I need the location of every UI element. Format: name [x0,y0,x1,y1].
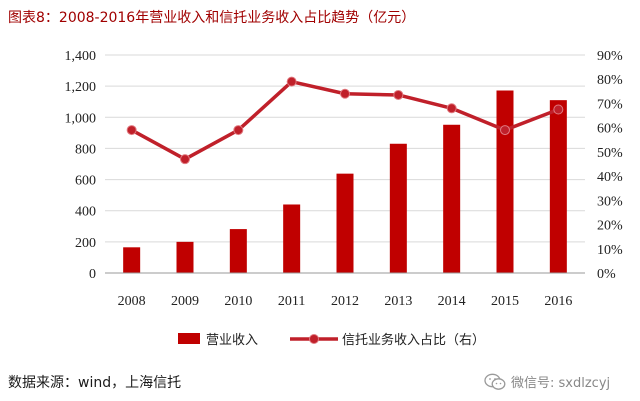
revenue-bar [549,100,567,274]
revenue-bar [283,204,301,273]
share-line [126,76,564,165]
revenue-bar [123,247,141,273]
revenue-bar [389,143,407,273]
left-axis: 0 200 400 600 800 1,000 1,200 1,400 [65,49,97,282]
right-tick-label: 0% [597,267,616,282]
right-tick-label: 40% [597,170,623,185]
x-tick-label: 2009 [171,294,199,309]
right-tick-label: 20% [597,219,623,234]
left-tick-label: 600 [75,174,96,189]
revenue-bar [496,90,514,273]
x-axis: 2008 2009 2010 2011 2012 2013 2014 2015 2016 [105,272,585,309]
left-tick-label: 1,000 [65,111,97,126]
left-tick-label: 200 [75,236,96,251]
share-point [233,125,244,136]
legend: 营业收入 信托业务收入占比（右） [178,332,485,348]
right-tick-label: 50% [597,146,623,161]
revenue-bar [443,124,461,273]
chart-title: 图表8：2008-2016年营业收入和信托业务收入占比趋势（亿元） [8,10,416,26]
right-tick-label: 80% [597,73,623,88]
share-point [126,125,137,136]
share-point [340,88,350,99]
legend-line-marker [309,334,319,344]
share-point [553,104,564,115]
watermark: 微信号: sxdlzcyj [484,372,610,391]
watermark-text: 微信号: sxdlzcyj [511,376,611,391]
revenue-bar [336,173,354,273]
right-tick-label: 30% [597,194,623,209]
right-axis: 0% 10% 20% 30% 40% 50% 60% 70% 80% 90% [597,49,623,282]
x-tick-label: 2013 [384,294,412,309]
x-tick-label: 2011 [278,294,305,309]
share-point [393,89,404,100]
left-tick-label: 1,400 [65,49,97,64]
left-tick-label: 0 [89,267,96,282]
share-point [446,103,457,114]
right-tick-label: 60% [597,122,623,137]
x-tick-label: 2010 [224,294,252,309]
right-tick-label: 70% [597,97,623,112]
x-tick-label: 2016 [544,294,572,309]
left-tick-label: 1,200 [65,80,97,95]
x-tick-label: 2012 [331,294,359,309]
right-tick-label: 90% [597,49,623,64]
x-tick-label: 2015 [491,294,519,309]
legend-bar-label: 营业收入 [206,333,258,348]
revenue-bar [229,229,247,273]
right-tick-label: 10% [597,243,623,258]
left-tick-label: 800 [75,142,96,157]
share-point [500,125,510,136]
revenue-bar [176,241,194,273]
x-tick-label: 2008 [118,294,146,309]
x-tick-label: 2014 [438,294,466,309]
wechat-icon [484,373,506,390]
legend-bar-swatch [178,333,200,344]
legend-line-label: 信托业务收入占比（右） [342,332,485,348]
share-point [286,76,297,87]
revenue-bars [123,90,567,274]
source-note: 数据来源：wind，上海信托 [8,375,182,391]
share-point [180,154,190,165]
left-tick-label: 400 [75,205,96,220]
